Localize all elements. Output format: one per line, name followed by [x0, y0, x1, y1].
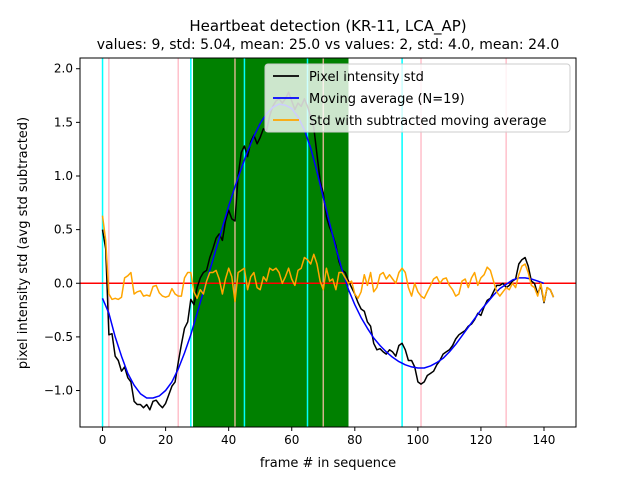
series-line-3	[101, 215, 555, 303]
series-line-2	[101, 103, 545, 399]
x-tick-label: 100	[406, 433, 429, 447]
y-tick-label: −0.5	[44, 330, 73, 344]
x-tick-label: 20	[158, 433, 173, 447]
axes: 0 20 40 60 80 100 120 140 −1.0 −0.5 0.0 0.5 1.0 1.5 2.…	[44, 57, 577, 447]
chart-subtitle: values: 9, std: 5.04, mean: 25.0 vs valu…	[97, 37, 560, 53]
x-tick-label: 120	[469, 433, 492, 447]
y-tick-label: 0.0	[54, 276, 73, 290]
chart-title: Heartbeat detection (KR-11, LCA_AP)	[189, 17, 466, 36]
y-tick-label: 0.5	[54, 223, 73, 237]
x-axis-label: frame # in sequence	[260, 456, 396, 471]
x-tick-label: 140	[533, 433, 556, 447]
x-tick-label: 60	[284, 433, 299, 447]
y-tick-label: 1.0	[54, 169, 73, 183]
y-tick-label: 1.5	[54, 115, 73, 129]
y-axis-label: pixel intensity std (avg std subtracted)	[16, 117, 31, 369]
legend-label: Moving average (N=19)	[309, 92, 465, 107]
y-tick-label: −1.0	[44, 384, 73, 398]
x-tick-label: 80	[347, 433, 362, 447]
x-tick-label: 40	[221, 433, 236, 447]
legend: Pixel intensity std Moving average (N=19)…	[264, 63, 571, 133]
y-tick-label: 2.0	[54, 62, 73, 76]
legend-label: Std with subtracted moving average	[309, 114, 547, 129]
x-tick-label: 0	[99, 433, 107, 447]
axes-frame	[79, 57, 577, 428]
legend-box	[264, 63, 571, 133]
legend-label: Pixel intensity std	[309, 70, 424, 85]
